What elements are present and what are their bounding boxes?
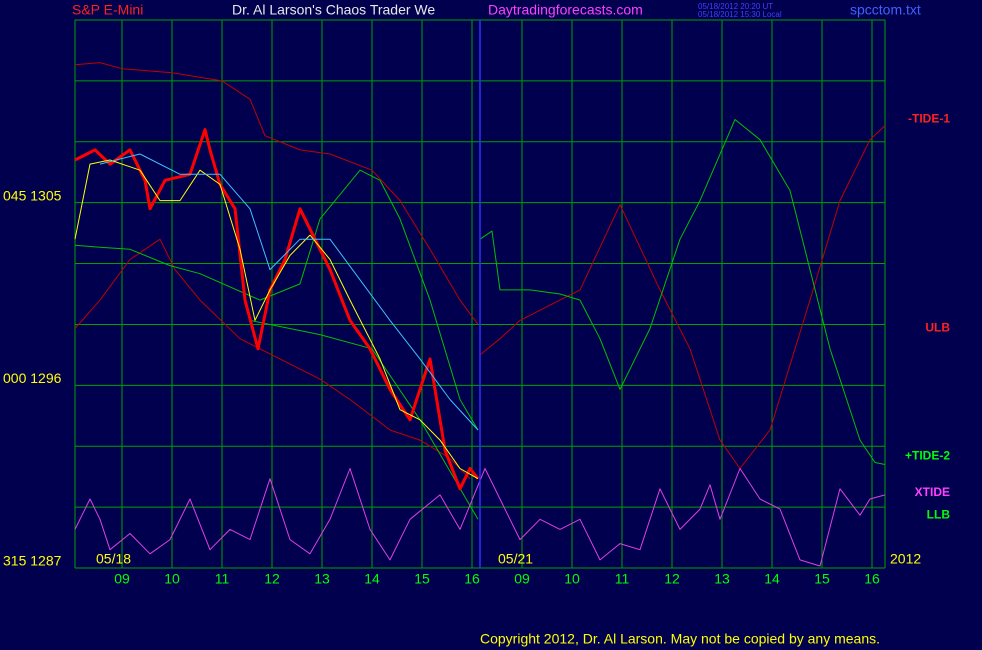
y-tick-label: 045 1305 — [3, 187, 62, 203]
y-tick-label: 000 1296 — [3, 370, 62, 386]
date-label: 05/21 — [498, 551, 533, 567]
series-line — [74, 238, 471, 480]
series-label: LLB — [927, 507, 951, 521]
series-line — [74, 468, 886, 567]
x-tick-label: 13 — [314, 571, 330, 587]
x-tick-label: 16 — [864, 571, 880, 587]
x-tick-label: 16 — [464, 571, 480, 587]
series-label: -TIDE-1 — [908, 112, 950, 126]
timestamp-ut: 05/18/2012 20:20 UT — [698, 2, 773, 11]
x-tick-label: 11 — [215, 571, 230, 587]
x-tick-label: 10 — [164, 571, 180, 587]
series-label: +TIDE-2 — [905, 449, 950, 463]
x-tick-label: 12 — [264, 571, 280, 587]
file-name: spcctom.txt — [850, 2, 921, 18]
chart-title: Dr. Al Larson's Chaos Trader We — [232, 2, 435, 18]
x-tick-label: 15 — [814, 571, 830, 587]
series-label: XTIDE — [915, 485, 950, 499]
series-line — [74, 159, 479, 480]
plot — [74, 62, 886, 567]
grid — [74, 19, 886, 569]
site: Daytradingforecasts.com — [488, 2, 643, 18]
series-line — [74, 128, 480, 491]
timestamp-local: 05/18/2012 15:30 Local — [698, 10, 782, 19]
instrument: S&P E-Mini — [72, 2, 143, 18]
x-tick-label: 11 — [615, 571, 630, 587]
series-line — [99, 153, 479, 431]
x-tick-label: 10 — [564, 571, 580, 587]
series-line — [479, 125, 886, 469]
series-label: ULB — [925, 321, 950, 335]
x-tick-label: 12 — [664, 571, 680, 587]
series-line — [74, 62, 479, 325]
series-line — [249, 319, 479, 520]
x-tick-label: 13 — [714, 571, 730, 587]
x-tick-label: 09 — [514, 571, 530, 587]
series-line — [74, 169, 479, 431]
x-tick-label: 14 — [764, 571, 780, 587]
x-tick-label: 15 — [414, 571, 430, 587]
date-label: 05/18 — [96, 551, 131, 567]
y-tick-label: 315 1287 — [3, 553, 62, 569]
date-label: 2012 — [890, 551, 921, 567]
x-tick-label: 14 — [364, 571, 380, 587]
x-tick-label: 09 — [114, 571, 130, 587]
copyright: Copyright 2012, Dr. Al Larson. May not b… — [480, 631, 880, 647]
series-line — [479, 119, 886, 465]
